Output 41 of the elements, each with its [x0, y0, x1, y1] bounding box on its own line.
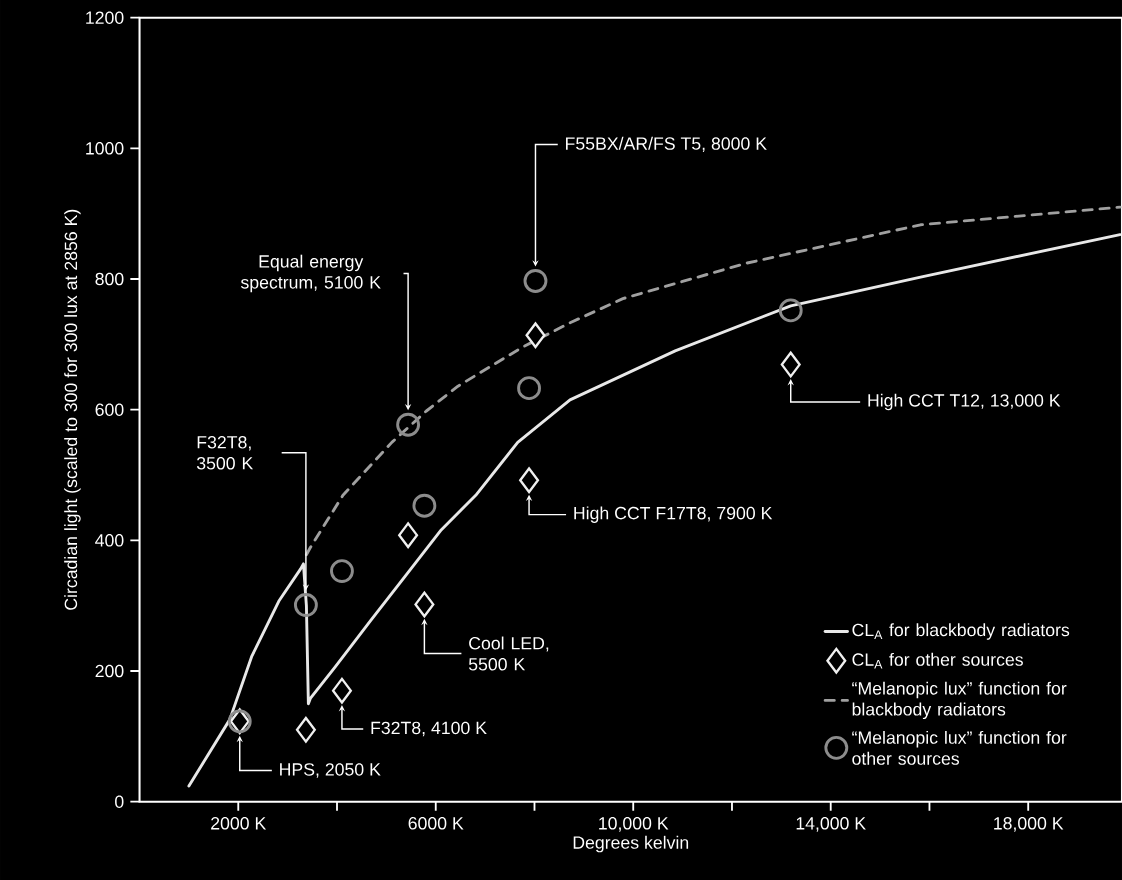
annotation: HPS, 2050 K [280, 763, 381, 778]
point [398, 522, 419, 548]
point [523, 268, 548, 293]
legend-label: “Melanopic lux” function for other sources [852, 730, 1067, 765]
annotation: F32T8, 3500 K [196, 435, 254, 470]
point [414, 591, 435, 618]
point [396, 412, 421, 437]
point [519, 467, 540, 494]
x-axis-title: Degrees kelvin [573, 835, 689, 853]
legend-label: CL$_{A}$ for blackbody radiators [852, 623, 1070, 640]
point [517, 376, 541, 400]
annotation: F32T8, 4100 K [371, 721, 487, 737]
point [330, 559, 354, 583]
annotation: F55BX/AR/FS T5, 8000 K [566, 136, 767, 152]
y-tick-label: 400 [95, 533, 124, 547]
y-tick-label: 0 [115, 795, 124, 808]
x-tick-label: 10,000 K [599, 816, 669, 832]
x-tick-label: 6000 K [408, 816, 464, 830]
x-tick-label: 14,000 K [796, 816, 866, 832]
annotation: High CCT T12, 13,000 K [868, 393, 1061, 411]
point [295, 716, 316, 743]
line-series [187, 233, 1122, 788]
point [525, 322, 546, 349]
legend-label: “Melanopic lux” function for blackbody radiators [852, 681, 1067, 719]
point [293, 592, 318, 617]
y-tick-label: 800 [95, 272, 124, 286]
x-tick-label: 2000 K [211, 816, 267, 830]
y-tick-label: 1200 [86, 11, 124, 24]
legend-label: CL$_{A}$ for other sources [852, 652, 1023, 669]
point [331, 677, 352, 704]
y-tick-label: 600 [95, 403, 124, 416]
y-tick-label: 200 [95, 664, 124, 678]
y-tick-label: 1000 [86, 141, 124, 155]
annotation: Equal energy spectrum, 5100 K [240, 254, 381, 292]
point [780, 351, 801, 378]
annotation: High CCT F17T8, 7900 K [574, 506, 773, 523]
y-axis-title: Circadian light (scaled to 300 for 300 lux at 2856 K) [64, 209, 81, 610]
point [412, 493, 437, 518]
point [778, 298, 803, 323]
x-tick-label: 18,000 K [994, 816, 1064, 832]
annotation: Cool LED, 5500 K [468, 636, 549, 671]
